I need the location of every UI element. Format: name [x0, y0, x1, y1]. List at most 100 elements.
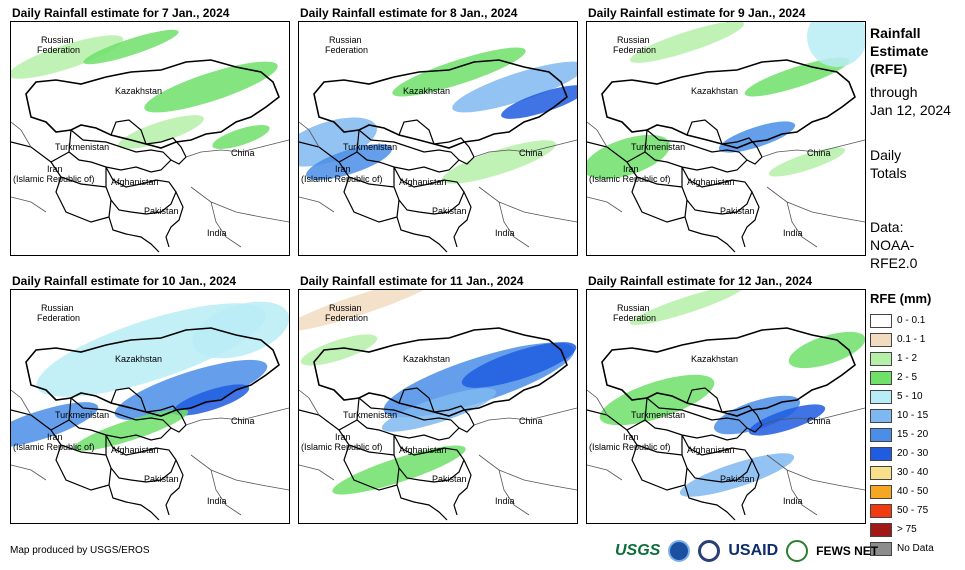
label-afghanistan: Afghanistan: [399, 445, 447, 455]
label-iran-line1: Iran: [47, 432, 63, 442]
legend-label: 0.1 - 1: [897, 334, 926, 345]
legend-label: 10 - 15: [897, 410, 929, 421]
label-iran-line1: Iran: [47, 164, 63, 174]
label-russia-line2: Federation: [37, 45, 80, 55]
legend-label: 15 - 20: [897, 429, 929, 440]
panel-title: Daily Rainfall estimate for 12 Jan., 202…: [588, 274, 813, 288]
panel-title: Daily Rainfall estimate for 11 Jan., 202…: [300, 274, 524, 288]
label-afghanistan: Afghanistan: [111, 177, 159, 187]
map-frame: Russian Federation Kazakhstan Turkmenist…: [10, 289, 290, 524]
legend-swatch: [870, 427, 892, 442]
label-india: India: [207, 496, 227, 506]
label-pakistan: Pakistan: [720, 474, 755, 484]
rainfall-map: Russian Federation Kazakhstan Turkmenist…: [11, 301, 289, 521]
label-iran-line1: Iran: [623, 432, 639, 442]
rainfall-map: Russian Federation Kazakhstan Turkmenist…: [299, 35, 577, 253]
map-frame: Russian Federation Kazakhstan Turkmenist…: [586, 289, 866, 524]
rainfall-area: [718, 121, 796, 153]
label-russia-line1: Russian: [617, 35, 650, 45]
noaa-logo-icon: [668, 540, 691, 562]
label-turkmenistan: Turkmenistan: [631, 142, 685, 152]
sidebar-estimate: Estimate: [870, 43, 929, 59]
country-borders: [587, 327, 865, 521]
label-russia-line2: Federation: [37, 313, 80, 323]
map-panel-9-jan: Daily Rainfall estimate for 9 Jan., 2024…: [586, 6, 866, 256]
label-kazakhstan: Kazakhstan: [115, 86, 162, 96]
country-borders: [299, 59, 577, 253]
label-china: China: [231, 148, 255, 158]
label-pakistan: Pakistan: [144, 474, 179, 484]
rainfall-area: [300, 334, 378, 366]
label-pakistan: Pakistan: [432, 474, 467, 484]
sidebar-data: Data:: [870, 219, 904, 235]
rainfall-map: Russian Federation Kazakhstan Turkmenist…: [587, 290, 865, 521]
rainfall-shading: [299, 290, 577, 495]
label-russia-line2: Federation: [613, 313, 656, 323]
sidebar-through: through: [870, 84, 918, 100]
legend-item: > 75: [870, 520, 934, 539]
map-panel-11-jan: Daily Rainfall estimate for 11 Jan., 202…: [298, 274, 578, 524]
label-iran-line2: (Islamic Republic of): [589, 174, 671, 184]
map-frame: Russian Federation Kazakhstan Turkmenist…: [586, 21, 866, 256]
legend-label: 0 - 0.1: [897, 315, 926, 326]
label-kazakhstan: Kazakhstan: [403, 86, 450, 96]
rainfall-area: [599, 374, 715, 426]
rainfall-area: [11, 35, 124, 79]
fews-net-logo: FEWS NET: [816, 544, 879, 558]
label-india: India: [495, 228, 515, 238]
map-frame: Russian Federation Kazakhstan Turkmenist…: [298, 21, 578, 256]
legend-swatch: [870, 522, 892, 537]
rainfall-area: [587, 134, 671, 180]
label-iran-line2: (Islamic Republic of): [13, 174, 95, 184]
rainfall-area: [299, 117, 377, 167]
map-panel-12-jan: Daily Rainfall estimate for 12 Jan., 202…: [586, 274, 866, 524]
legend-label: 1 - 2: [897, 353, 918, 364]
label-russia-line2: Federation: [613, 45, 656, 55]
doc-seal-icon: [698, 540, 721, 562]
rainfall-area: [114, 359, 268, 421]
legend-label: 40 - 50: [897, 486, 929, 497]
label-china: China: [807, 416, 831, 426]
legend-item: 5 - 10: [870, 387, 934, 406]
label-russia-line2: Federation: [325, 313, 368, 323]
label-iran-line1: Iran: [335, 164, 351, 174]
map-labels: Russian Federation Kazakhstan Turkmenist…: [589, 303, 831, 506]
legend-item: 30 - 40: [870, 463, 934, 482]
map-labels: Russian Federation Kazakhstan Turkmenist…: [13, 303, 255, 506]
legend-item: No Data: [870, 539, 934, 558]
map-labels: Russian Federation Kazakhstan Turkmenist…: [301, 35, 543, 238]
label-russia-line1: Russian: [41, 303, 74, 313]
rainfall-area: [299, 290, 436, 332]
sidebar-daily: Daily: [870, 147, 902, 163]
country-borders: [587, 59, 865, 253]
legend-label: 50 - 75: [897, 505, 929, 516]
label-pakistan: Pakistan: [432, 206, 467, 216]
legend-swatch: [870, 313, 892, 328]
map-labels: Russian Federation Kazakhstan Turkmenist…: [301, 303, 543, 506]
rainfall-area: [212, 125, 270, 149]
legend-swatch: [870, 541, 892, 556]
rainfall-area: [679, 453, 795, 497]
legend-label: 30 - 40: [897, 467, 929, 478]
legend-swatch: [870, 389, 892, 404]
sidebar-rfe2: RFE2.0: [870, 255, 918, 271]
legend-label: > 75: [897, 524, 917, 535]
usaid-logo: USAID: [728, 542, 779, 559]
legend-item: 50 - 75: [870, 501, 934, 520]
label-russia-line1: Russian: [329, 35, 362, 45]
label-iran-line1: Iran: [335, 432, 351, 442]
country-borders: [299, 327, 577, 521]
legend-swatch: [870, 503, 892, 518]
label-turkmenistan: Turkmenistan: [55, 142, 109, 152]
label-kazakhstan: Kazakhstan: [691, 86, 738, 96]
country-borders: [11, 327, 289, 521]
rainfall-area: [629, 22, 745, 63]
label-india: India: [495, 496, 515, 506]
legend-swatch: [870, 465, 892, 480]
rainfall-area: [461, 342, 577, 388]
label-russia-line2: Federation: [325, 45, 368, 55]
rainfall-area: [441, 140, 557, 184]
legend-item: 0 - 0.1: [870, 311, 934, 330]
rainfall-area: [381, 388, 497, 432]
rainfall-area: [807, 22, 865, 67]
